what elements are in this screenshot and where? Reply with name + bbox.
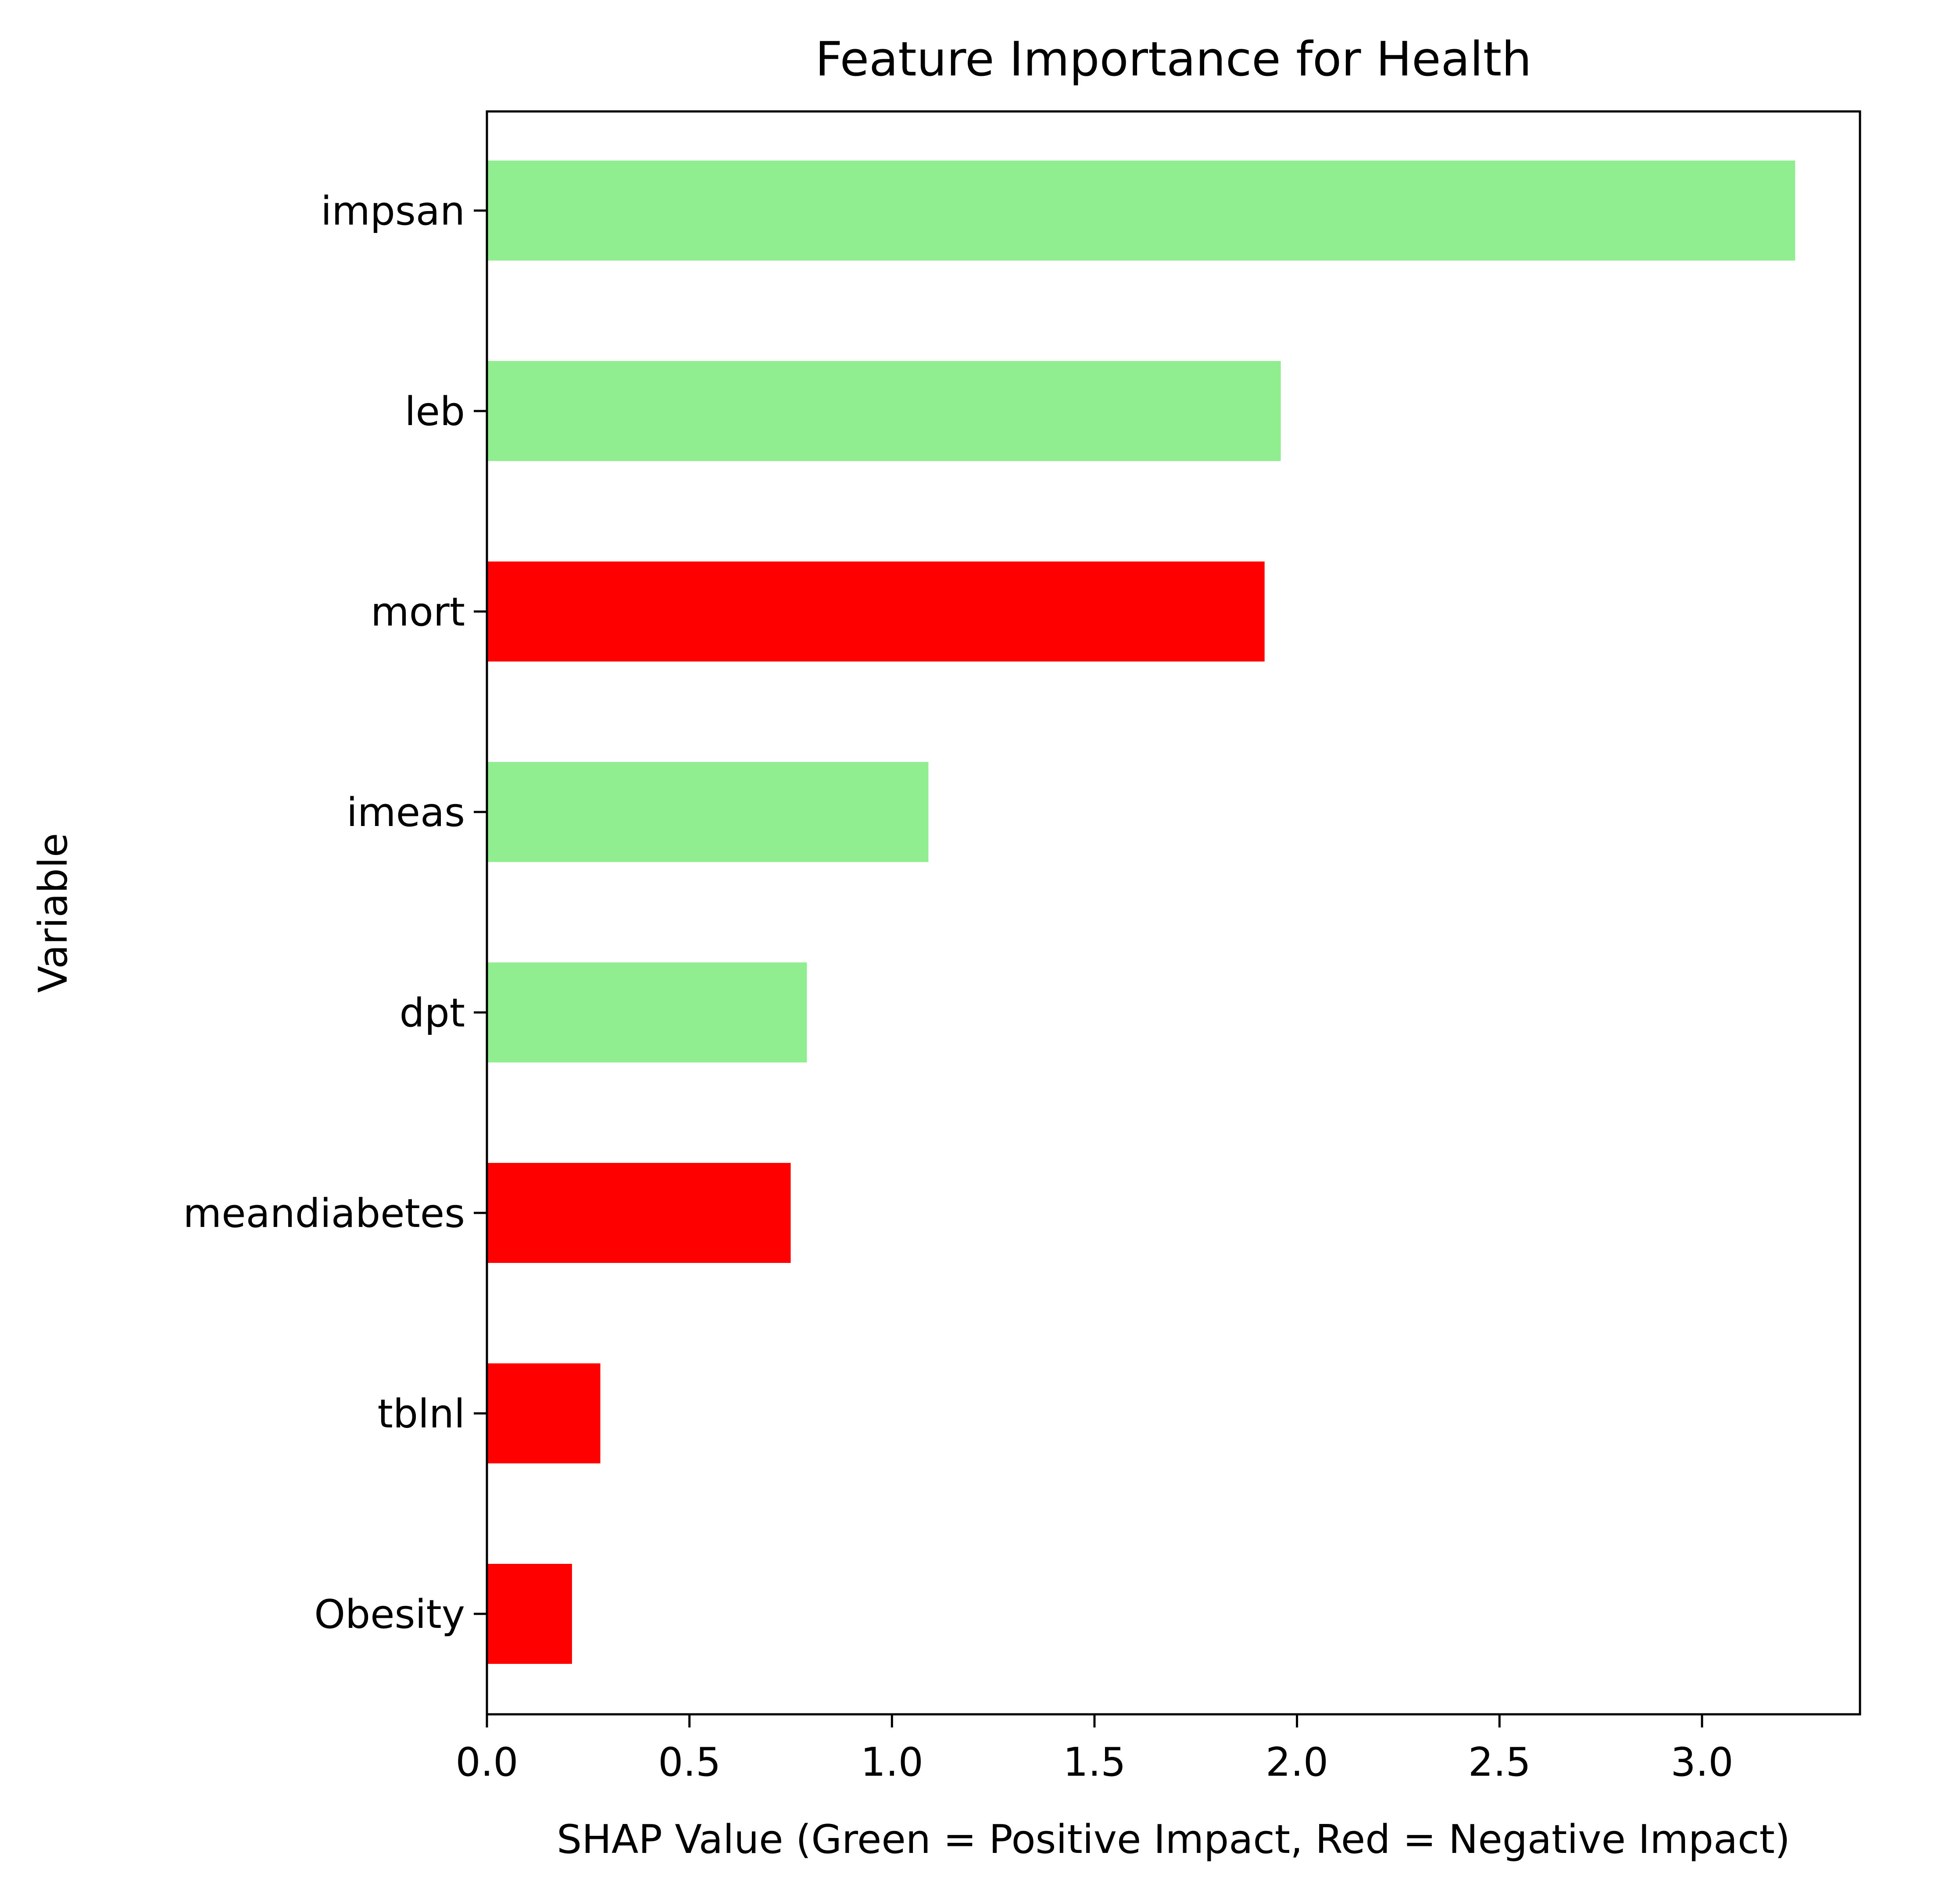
- x-tick-label: 1.5: [1063, 1739, 1126, 1785]
- bars-group: [487, 161, 1795, 1664]
- plot-frame: [486, 110, 1861, 1716]
- x-tick-label: 3.0: [1670, 1739, 1733, 1785]
- y-tick-label: tblnl: [378, 1391, 465, 1437]
- bar-imeas: [487, 762, 929, 862]
- bar-leb: [487, 361, 1281, 461]
- y-tick-label: leb: [404, 389, 465, 435]
- y-axis-label: Variable: [30, 833, 76, 993]
- y-tick-label: meandiabetes: [183, 1191, 465, 1237]
- bar-meandiabetes: [487, 1163, 791, 1263]
- x-tick-label: 0.5: [658, 1739, 721, 1785]
- x-axis-ticks: 0.0 0.5 1.0 1.5 2.0 2.5 3.0: [455, 1714, 1733, 1785]
- x-tick-label: 1.0: [861, 1739, 923, 1785]
- y-tick-label: Obesity: [314, 1591, 465, 1638]
- x-tick-label: 2.0: [1266, 1739, 1328, 1785]
- y-tick-label: impsan: [321, 188, 465, 234]
- bar-mort: [487, 561, 1265, 662]
- y-tick-label: dpt: [399, 990, 465, 1036]
- x-tick-label: 2.5: [1468, 1739, 1531, 1785]
- bar-impsan: [487, 161, 1795, 261]
- bar-tblnl: [487, 1363, 601, 1463]
- bar-Obesity: [487, 1564, 572, 1664]
- y-tick-label: imeas: [347, 790, 465, 836]
- y-tick-label: mort: [371, 589, 465, 635]
- bar-dpt: [487, 962, 807, 1062]
- x-tick-label: 0.0: [455, 1739, 518, 1785]
- chart-title: Feature Importance for Health: [815, 32, 1531, 87]
- x-axis-label: SHAP Value (Green = Positive Impact, Red…: [557, 1817, 1790, 1863]
- y-axis-ticks: impsan leb mort imeas dpt meandiabetes tblnl Ob…: [183, 188, 487, 1638]
